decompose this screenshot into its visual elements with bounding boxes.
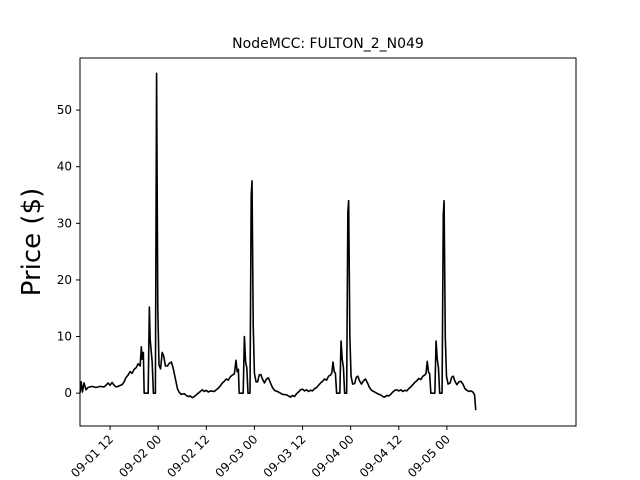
- series-line-0: [79, 72, 477, 411]
- y-tick-label-0: 0: [64, 386, 72, 400]
- chart-title: NodeMCC: FULTON_2_N049: [232, 36, 424, 52]
- y-tick-label-4: 40: [57, 160, 72, 174]
- y-tick-label-2: 20: [57, 273, 72, 287]
- y-axis-label: Price ($): [17, 188, 47, 297]
- y-tick-label-5: 50: [57, 103, 72, 117]
- y-tick-label-3: 30: [57, 216, 72, 230]
- y-tick-label-1: 10: [57, 330, 72, 344]
- axes-frame: [79, 57, 577, 427]
